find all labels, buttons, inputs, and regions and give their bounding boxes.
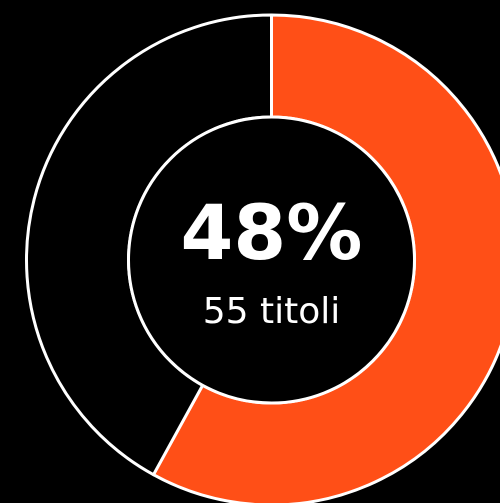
donut-hole: [127, 115, 416, 405]
center-subtitle: 55 titoli: [203, 291, 341, 332]
center-title: 48%: [181, 188, 363, 277]
